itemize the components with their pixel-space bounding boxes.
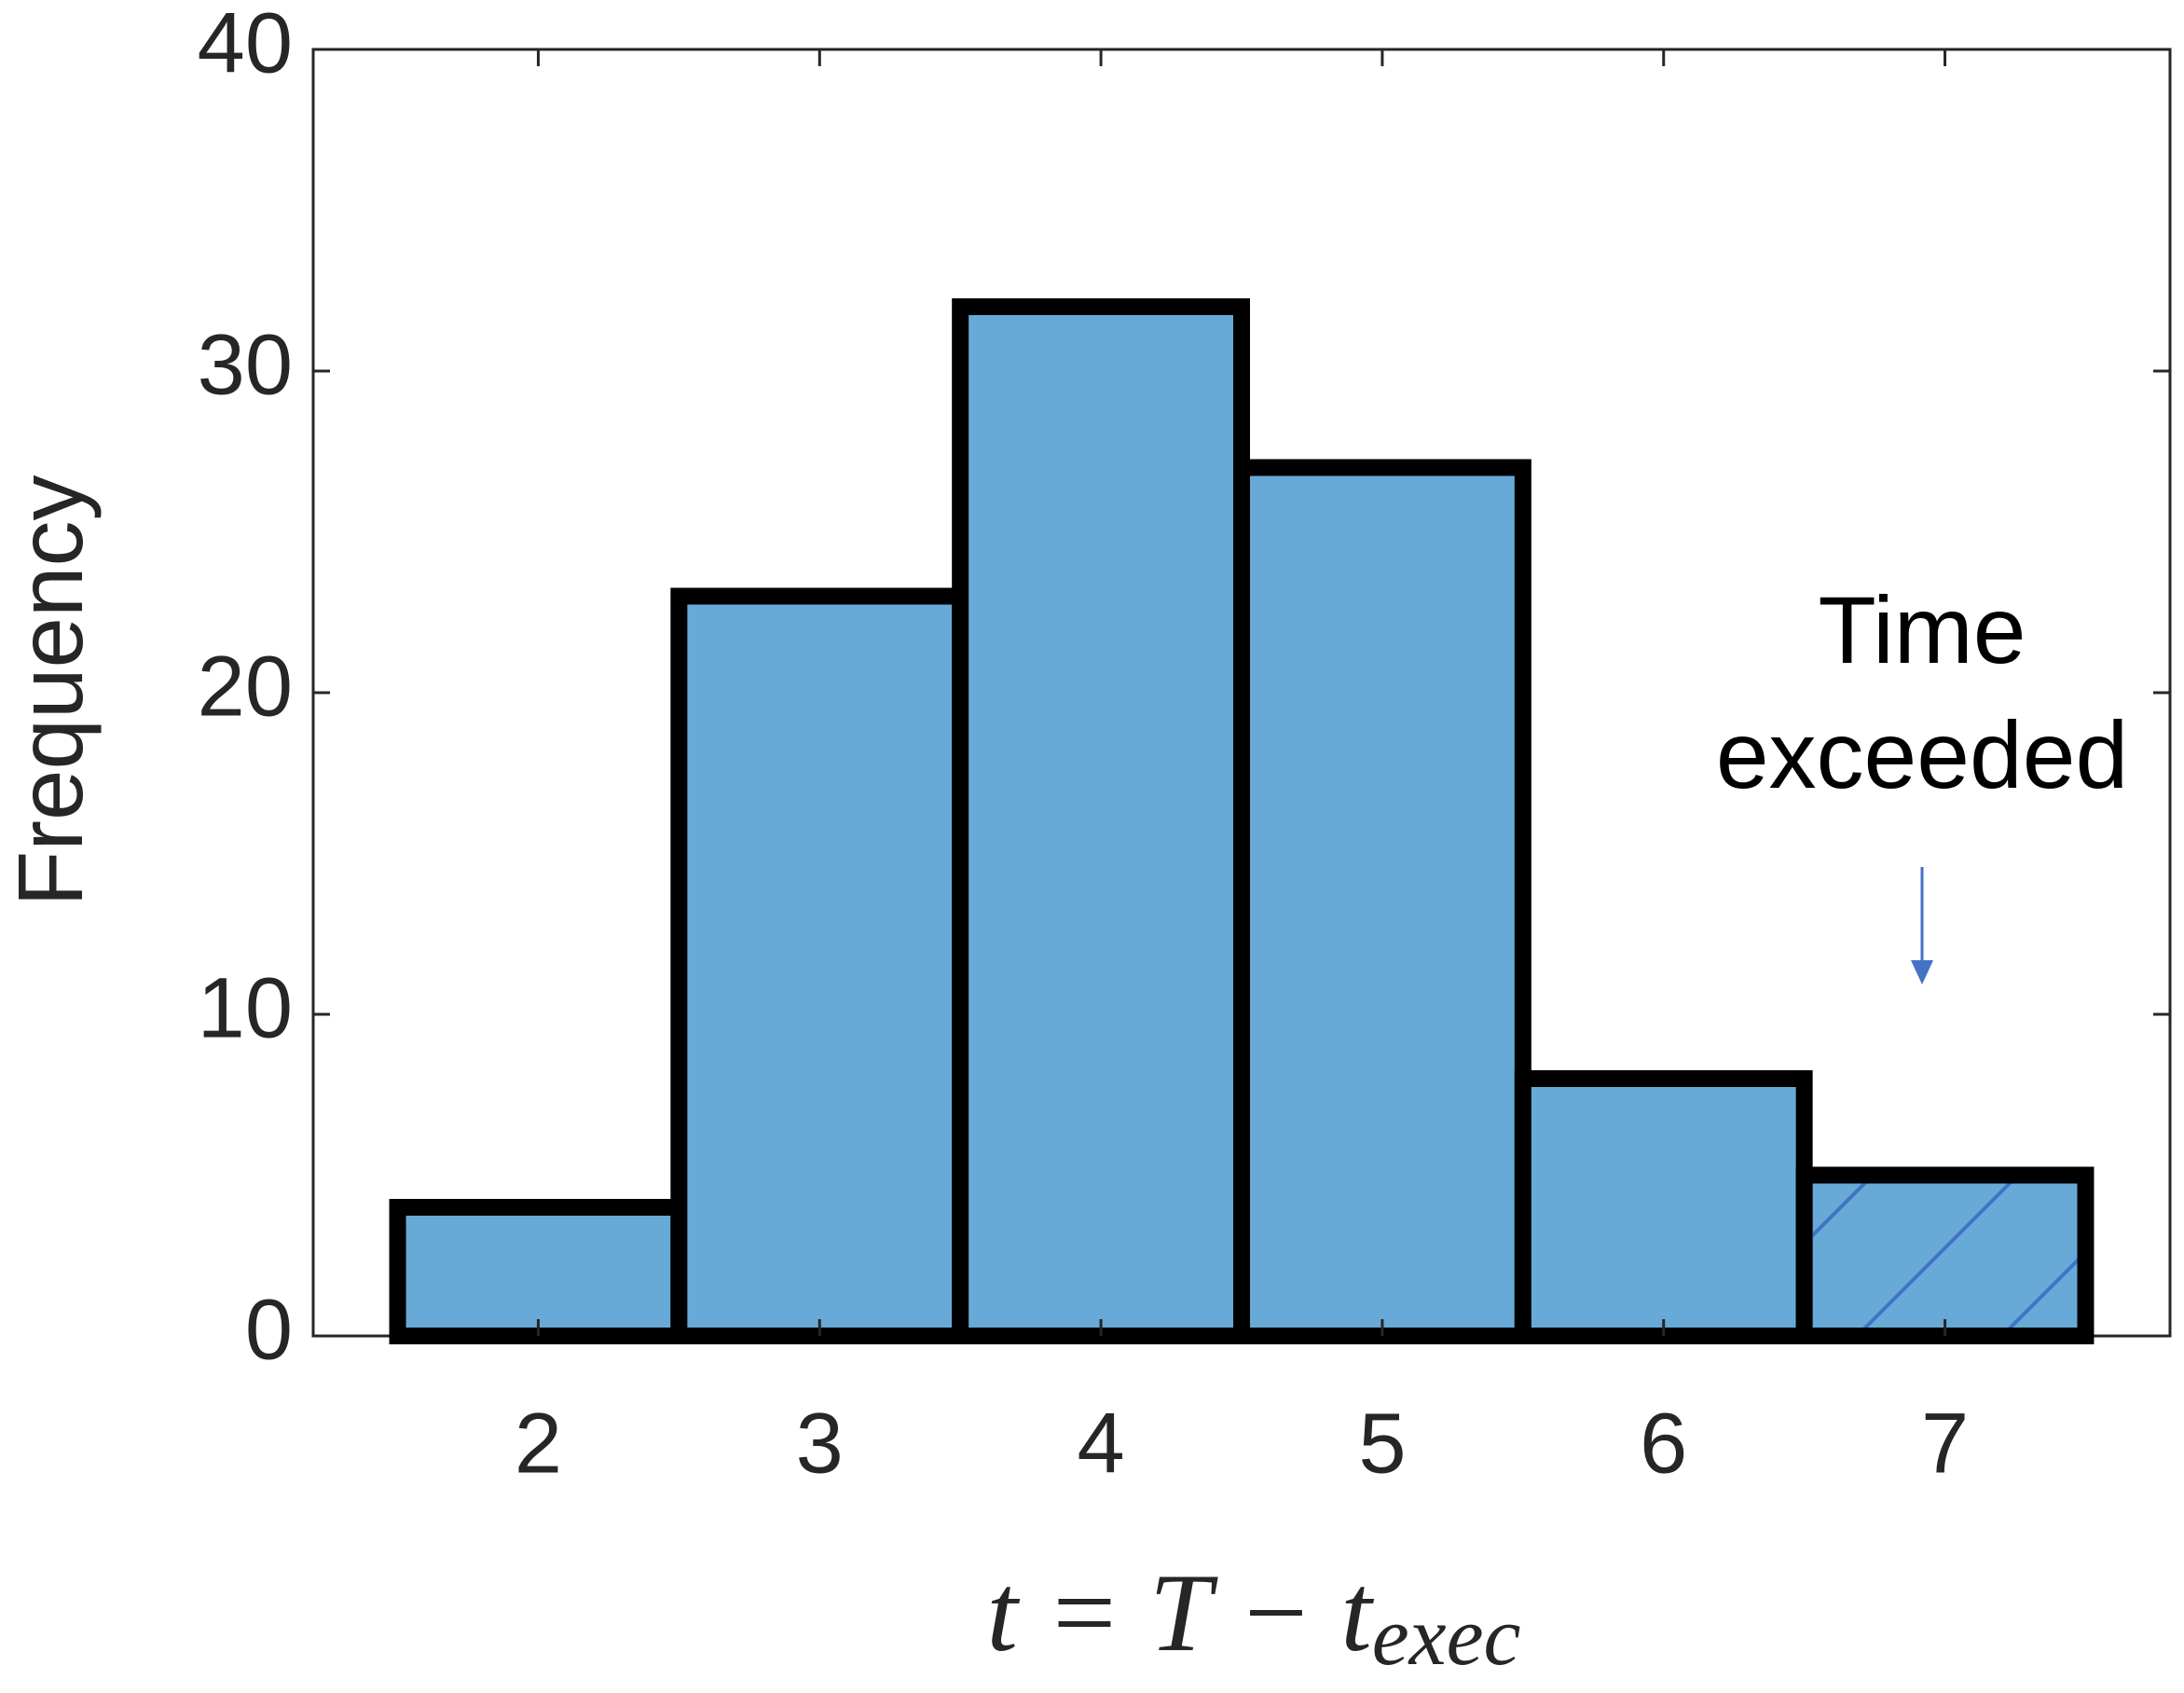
x-tick-label: 5 bbox=[1358, 1396, 1406, 1491]
bar bbox=[952, 298, 1250, 1344]
y-tick-label: 40 bbox=[198, 0, 293, 90]
y-tick-label: 10 bbox=[198, 960, 293, 1055]
x-axis-label-main: t = T − t bbox=[987, 1550, 1375, 1674]
x-tick-label: 2 bbox=[515, 1396, 562, 1491]
x-tick-label: 6 bbox=[1640, 1396, 1687, 1491]
bar bbox=[389, 1199, 688, 1344]
y-tick-label: 20 bbox=[198, 639, 293, 734]
annotation: exceeded bbox=[1716, 702, 2128, 808]
bar bbox=[1233, 459, 1532, 1344]
bar bbox=[670, 587, 969, 1344]
x-tick-label: 4 bbox=[1078, 1396, 1125, 1491]
x-tick-label: 3 bbox=[796, 1396, 844, 1491]
annotation: Time bbox=[1819, 577, 2026, 683]
x-tick-label: 7 bbox=[1921, 1396, 1969, 1491]
x-axis-label-subscript: exec bbox=[1372, 1590, 1521, 1683]
x-axis-label: t = T − texec bbox=[987, 1550, 1521, 1683]
bar bbox=[1514, 1070, 1813, 1344]
annotation-arrow bbox=[1911, 867, 1933, 984]
y-axis-label: Frequency bbox=[0, 475, 102, 906]
y-tick-label: 30 bbox=[198, 317, 293, 412]
y-tick-label: 0 bbox=[245, 1282, 293, 1377]
bar-hatch bbox=[1812, 1183, 2078, 1328]
